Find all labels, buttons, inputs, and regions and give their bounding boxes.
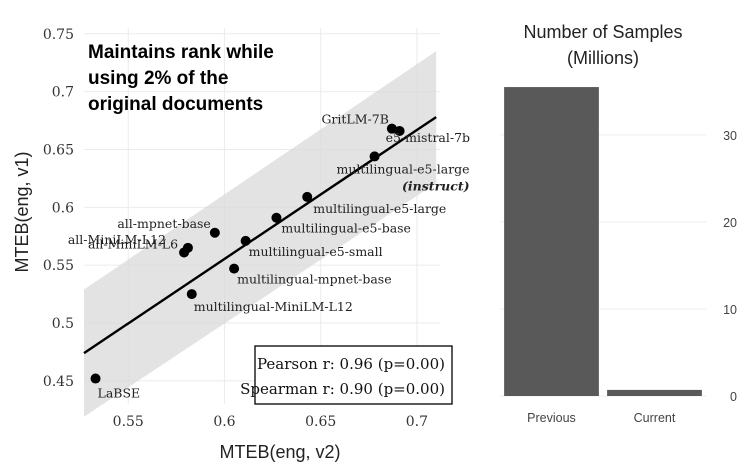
point-multilingual-e5-base xyxy=(271,212,282,223)
y-tick-0.75: 0.75 xyxy=(43,27,74,43)
spearman-stat: Spearman r: 0.90 (p=0.00) xyxy=(240,380,445,398)
label-e5-mistral-7b: e5-mistral-7b xyxy=(386,130,470,145)
y-tick-0.5: 0.5 xyxy=(52,316,74,332)
label-multilingual-mpnet-base: multilingual-mpnet-base xyxy=(237,272,392,287)
label-multilingual-e5-base: multilingual-e5-base xyxy=(281,221,411,236)
y-tick-0.65: 0.65 xyxy=(43,142,74,158)
bar-label-current: Current xyxy=(634,411,676,425)
label-multilingual-e5-large-instruct-suffix: (instruct) xyxy=(402,178,470,193)
label-all-mpnet-base: all-mpnet-base xyxy=(117,216,211,231)
point-LaBSE xyxy=(90,373,101,384)
bar-title-line-1: Number of Samples xyxy=(523,22,682,42)
y-tick-0.6: 0.6 xyxy=(52,200,74,216)
label-all-MiniLM-L6: all-MiniLM-L6 xyxy=(88,236,178,251)
point-labels: LaBSE all-MiniLM-L6all-MiniLM-L12all-mpne… xyxy=(68,112,470,401)
x-tick-0.6: 0.6 xyxy=(213,414,235,430)
x-axis-title: MTEB(eng, v2) xyxy=(219,442,340,462)
bar-label-previous: Previous xyxy=(527,411,576,425)
label-multilingual-MiniLM-L12: multilingual-MiniLM-L12 xyxy=(194,299,353,314)
point-multilingual-MiniLM-L12 xyxy=(186,289,197,300)
label-LaBSE: LaBSE xyxy=(98,386,141,401)
x-tick-0.65: 0.65 xyxy=(305,414,336,430)
x-tick-labels: 0.55 0.6 0.65 0.7 xyxy=(113,414,428,430)
point-multilingual-e5-small xyxy=(240,235,251,246)
y-tick-0.55: 0.55 xyxy=(43,258,74,274)
bar-panel: Number of Samples (Millions) 0 10 20 30 Pre… xyxy=(500,22,737,425)
bar-previous xyxy=(504,87,599,397)
scatter-panel: LaBSE all-MiniLM-L6all-MiniLM-L12all-mpne… xyxy=(12,27,470,462)
point-all-MiniLM-L12 xyxy=(182,242,193,253)
label-GritLM-7B: GritLM-7B xyxy=(321,112,388,127)
label-multilingual-e5-large-instruct: multilingual-e5-large xyxy=(336,161,469,176)
bar-y-tick-10: 10 xyxy=(723,303,737,317)
x-tick-0.55: 0.55 xyxy=(113,414,144,430)
bar-category-labels: Previous Current xyxy=(527,411,676,425)
y-axis-title: MTEB(eng, v1) xyxy=(12,151,32,272)
stats-box-frame xyxy=(254,345,453,405)
point-multilingual-mpnet-base xyxy=(229,263,240,274)
headline-line-3: original documents xyxy=(88,94,263,115)
y-tick-0.7: 0.7 xyxy=(52,85,74,101)
label-multilingual-e5-large: multilingual-e5-large xyxy=(313,201,446,216)
point-multilingual-e5-large xyxy=(302,191,313,202)
y-tick-labels: 0.45 0.5 0.55 0.6 0.65 0.7 0.75 xyxy=(43,27,74,390)
point-multilingual-e5-large-instruct xyxy=(369,151,380,162)
scatter-points xyxy=(90,123,405,384)
x-tick-0.7: 0.7 xyxy=(406,414,428,430)
bar-title-line-2: (Millions) xyxy=(567,48,639,68)
label-multilingual-e5-small: multilingual-e5-small xyxy=(249,244,383,259)
bar-y-tick-20: 20 xyxy=(723,216,737,230)
bar-y-tick-0: 0 xyxy=(730,390,737,404)
point-e5-mistral-7b xyxy=(394,125,405,136)
bar-rects xyxy=(504,87,702,397)
label-all-MiniLM-L12: all-MiniLM-L12 xyxy=(68,232,166,247)
y-tick-0.45: 0.45 xyxy=(43,374,74,390)
bar-y-tick-30: 30 xyxy=(723,129,737,143)
stats-box: Pearson r: 0.96 (p=0.00) Spearman r: 0.9… xyxy=(240,345,453,405)
bar-y-tick-labels: 0 10 20 30 xyxy=(723,129,737,404)
pearson-stat: Pearson r: 0.96 (p=0.00) xyxy=(257,355,445,373)
headline-line-1: Maintains rank while xyxy=(88,42,274,63)
point-all-mpnet-base xyxy=(209,227,220,238)
point-GritLM-7B xyxy=(386,123,397,134)
headline-line-2: using 2% of the xyxy=(88,68,228,89)
bar-current xyxy=(607,389,702,396)
